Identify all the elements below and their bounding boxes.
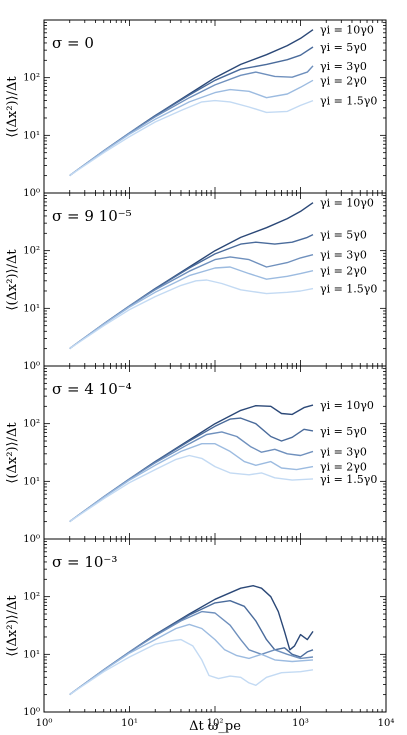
series-line-0 — [69, 585, 314, 696]
series-label-4: γi = 1.5γ0 — [320, 473, 377, 486]
panel-1: 10⁰ 10¹ 10² σ = 9 10⁻⁵ γi = 10γ0 γi = 5γ0 γi =… — [23, 192, 387, 372]
series-line-4 — [69, 279, 314, 350]
panel-title: σ = 0 — [52, 34, 94, 52]
series-line-1 — [69, 233, 314, 350]
series-line-2 — [69, 431, 314, 523]
y-tick-label: 10² — [23, 592, 40, 603]
series-label-2: γi = 3γ0 — [320, 249, 367, 262]
x-axis-title: Δt ω_pe — [189, 719, 241, 734]
series-label-2: γi = 3γ0 — [320, 445, 367, 458]
panel-title: σ = 9 10⁻⁵ — [52, 207, 132, 225]
series-line-2 — [69, 254, 314, 350]
y-axis-title-1: ⟨(Δx²)⟩/Δt — [5, 249, 20, 311]
series-group — [69, 29, 314, 177]
series-label-1: γi = 5γ0 — [320, 425, 367, 438]
y-tick-label: 10⁰ — [23, 361, 40, 372]
y-tick-label: 10² — [23, 419, 40, 430]
y-tick-label: 10⁰ — [23, 188, 40, 199]
series-line-2 — [69, 65, 314, 177]
x-tick-label: 10¹ — [121, 718, 138, 729]
series-label-3: γi = 2γ0 — [320, 265, 367, 278]
panel-title: σ = 10⁻³ — [52, 553, 117, 571]
series-line-4 — [69, 99, 314, 177]
y-tick-label: 10¹ — [23, 649, 40, 660]
y-tick-label: 10⁰ — [23, 534, 40, 545]
x-tick-label: 10² — [207, 718, 224, 729]
panel-3: 10⁰ 10¹ 10² σ = 10⁻³ — [23, 538, 387, 718]
y-axis-title-2: ⟨(Δx²)⟩/Δt — [5, 422, 20, 484]
x-tick-label: 10³ — [292, 718, 309, 729]
x-tick-label: 10⁰ — [36, 718, 53, 729]
y-tick-label: 10² — [23, 246, 40, 257]
series-line-0 — [69, 29, 314, 177]
y-axis-title-0: ⟨(Δx²)⟩/Δt — [5, 76, 20, 138]
series-label-2: γi = 3γ0 — [320, 60, 367, 73]
y-tick-label: 10⁰ — [23, 707, 40, 718]
series-line-3 — [69, 266, 314, 350]
series-line-1 — [69, 417, 314, 523]
series-label-0: γi = 10γ0 — [320, 399, 374, 412]
series-line-3 — [69, 79, 314, 177]
series-group — [69, 404, 314, 523]
series-label-3: γi = 2γ0 — [320, 74, 367, 87]
series-group — [69, 585, 314, 696]
series-label-0: γi = 10γ0 — [320, 197, 374, 210]
series-line-2 — [69, 610, 314, 696]
series-label-4: γi = 1.5γ0 — [320, 283, 377, 296]
series-line-1 — [69, 600, 314, 696]
series-label-1: γi = 5γ0 — [320, 229, 367, 242]
y-tick-label: 10¹ — [23, 476, 40, 487]
series-line-4 — [69, 638, 314, 696]
y-tick-label: 10¹ — [23, 303, 40, 314]
y-tick-label: 10¹ — [23, 130, 40, 141]
series-label-1: γi = 5γ0 — [320, 41, 367, 54]
series-label-0: γi = 10γ0 — [320, 24, 374, 37]
y-axis-title-3: ⟨(Δx²)⟩/Δt — [5, 595, 20, 657]
x-tick-label: 10⁴ — [378, 718, 395, 729]
series-label-4: γi = 1.5γ0 — [320, 95, 377, 108]
series-label-3: γi = 2γ0 — [320, 461, 367, 474]
y-tick-label: 10² — [23, 73, 40, 84]
panel-title: σ = 4 10⁻⁴ — [52, 380, 132, 398]
series-line-3 — [69, 443, 314, 523]
series-line-0 — [69, 404, 314, 523]
panel-2: 10⁰ 10¹ 10² σ = 4 10⁻⁴ γi = 10γ0 γi = 5γ0 γi =… — [23, 365, 387, 545]
series-group — [69, 202, 314, 350]
series-line-3 — [69, 623, 314, 696]
series-line-4 — [69, 454, 314, 523]
